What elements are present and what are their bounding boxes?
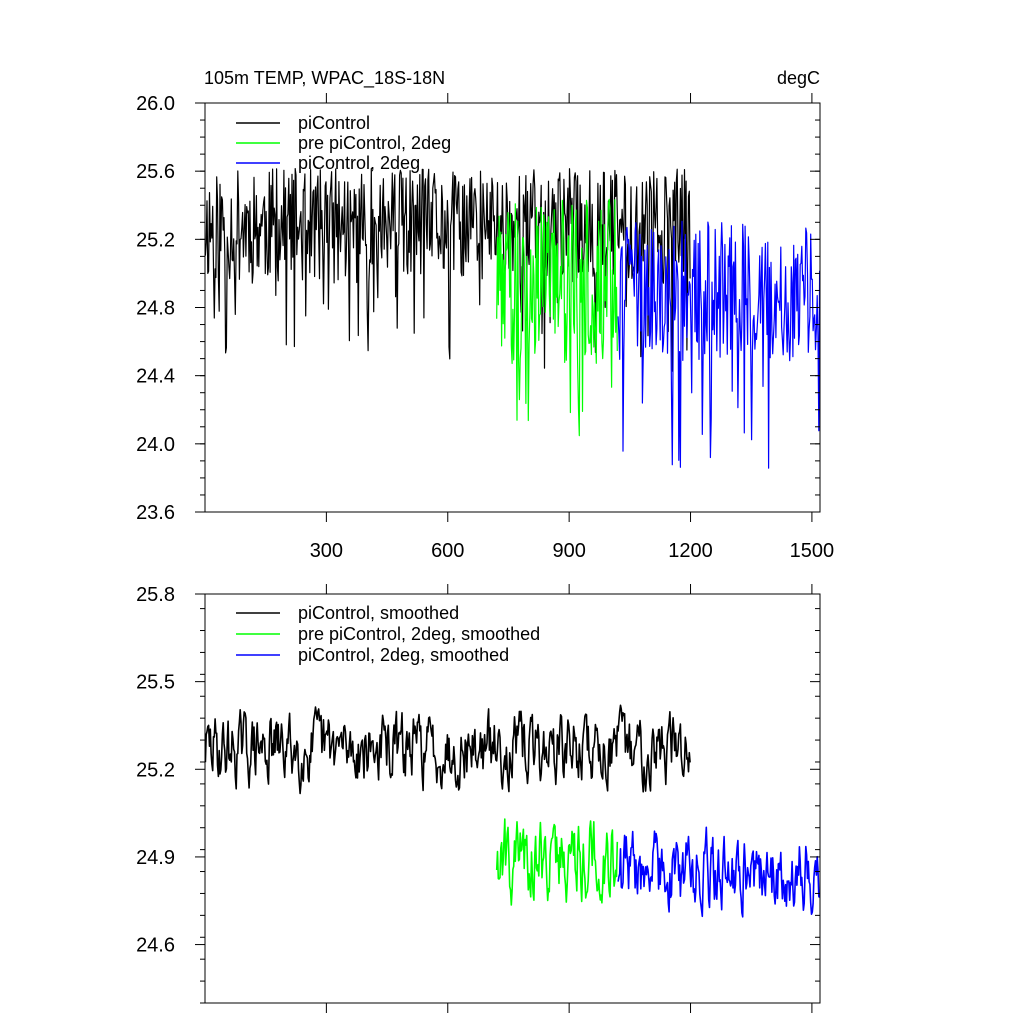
- legend-label-pre-picontrol-2deg: pre piControl, 2deg: [298, 133, 451, 153]
- series-line-picontrol-2deg-smoothed: [617, 826, 821, 918]
- y-tick-label: 25.8: [136, 584, 175, 606]
- bottom-axis-ticks: 24.6 24.9 25.2 25.5 25.8: [136, 584, 820, 1013]
- chart-title: 105m TEMP, WPAC_18S-18N: [204, 68, 445, 89]
- y-tick-label: 26.0: [136, 93, 175, 115]
- x-tick-label: 300: [310, 540, 343, 562]
- x-tick-label: 600: [431, 540, 464, 562]
- y-tick-label: 24.4: [136, 366, 175, 388]
- y-tick-label: 23.6: [136, 502, 175, 524]
- x-tick-label: 1200: [668, 540, 713, 562]
- legend-label-picontrol-smoothed: piControl, smoothed: [298, 603, 459, 623]
- bottom-plot-area: [204, 704, 821, 918]
- bottom-plot-frame: [204, 593, 821, 1004]
- top-plot-area: [204, 168, 821, 469]
- legend-label-pre-picontrol-2deg-smoothed: pre piControl, 2deg, smoothed: [298, 624, 540, 644]
- units-label: degC: [777, 68, 820, 88]
- series-line-picontrol-smoothed: [204, 704, 691, 795]
- y-tick-label: 24.9: [136, 847, 175, 869]
- top-legend: piControl pre piControl, 2deg piControl,…: [236, 113, 451, 173]
- legend-label-picontrol: piControl: [298, 113, 370, 133]
- legend-label-picontrol-2deg: piControl, 2deg: [298, 153, 420, 173]
- series-line-pre-picontrol-2deg-smoothed: [495, 818, 619, 906]
- top-axis-ticks: 23.6 24.0 24.4 24.8 25.2 25.6 26.0 300 600 900 120…: [136, 93, 834, 562]
- bottom-legend: piControl, smoothed pre piControl, 2deg,…: [236, 603, 540, 665]
- y-tick-label: 25.6: [136, 161, 175, 183]
- y-tick-label: 24.8: [136, 298, 175, 320]
- y-tick-label: 24.0: [136, 434, 175, 456]
- y-tick-label: 25.5: [136, 672, 175, 694]
- y-tick-label: 25.2: [136, 229, 175, 251]
- series-line-picontrol-2deg: [617, 220, 821, 469]
- x-tick-label: 900: [552, 540, 585, 562]
- legend-label-picontrol-2deg-smoothed: piControl, 2deg, smoothed: [298, 645, 509, 665]
- series-line-picontrol: [204, 168, 691, 372]
- x-tick-label: 1500: [790, 540, 835, 562]
- y-tick-label: 25.2: [136, 759, 175, 781]
- bottom-panel: 24.6 24.9 25.2 25.5 25.8 piControl, smoothed…: [136, 584, 821, 1013]
- series-line-pre-picontrol-2deg: [496, 198, 618, 437]
- top-panel: 105m TEMP, WPAC_18S-18N degC 23.6 24.0 24.…: [136, 68, 834, 562]
- y-tick-label: 24.6: [136, 935, 175, 957]
